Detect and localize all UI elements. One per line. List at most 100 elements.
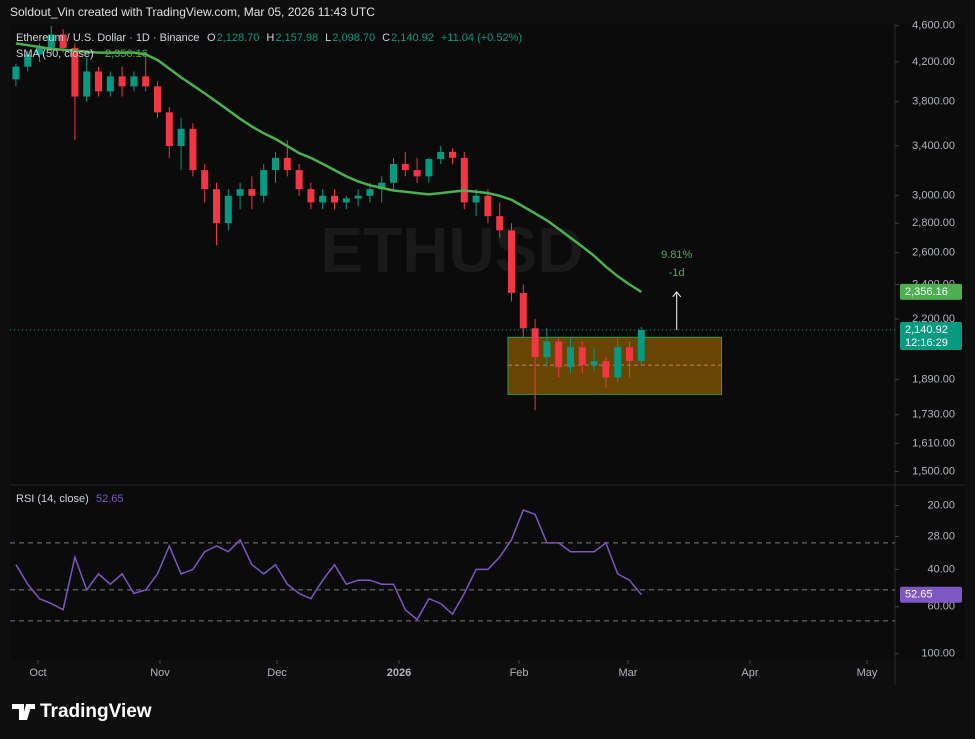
y-tick-label: 100.00 [921, 648, 955, 660]
candle-body [213, 189, 220, 224]
candle-body [260, 170, 268, 196]
candle-body [142, 76, 150, 87]
logo: TradingView [40, 701, 152, 722]
candle-body [519, 292, 527, 329]
candle-body [449, 151, 456, 158]
candle-body [401, 163, 409, 171]
x-tick-label: Mar [618, 667, 637, 679]
y-tick-label: 20.00 [927, 499, 955, 511]
candle-body [83, 71, 91, 97]
candle-body [248, 189, 256, 196]
candle-body [508, 230, 515, 293]
y-tick-label: 3,800.00 [912, 96, 955, 108]
candle-body [24, 54, 32, 67]
candle-body [413, 170, 421, 177]
legend-name: SMA (50, close) [16, 48, 94, 60]
legend-change: +11.04 (+0.52%) [441, 32, 522, 44]
candle-body [425, 159, 433, 177]
candle-body [224, 195, 232, 224]
candle-body [12, 66, 20, 80]
legend-name: RSI (14, close) [16, 493, 89, 505]
y-tick-label: 1,890.00 [912, 373, 955, 385]
price-tag [900, 283, 962, 300]
y-tick-label: 1,730.00 [912, 409, 955, 421]
candle-body [590, 361, 598, 366]
candle-body [236, 189, 244, 196]
y-tick-label: 60.00 [927, 601, 955, 613]
y-tick-label: 40.00 [927, 563, 955, 575]
rsi-line [15, 509, 642, 621]
y-tick-label: 1,610.00 [912, 437, 955, 449]
candle-body [555, 341, 563, 368]
candle-body [36, 47, 43, 55]
candle-body [95, 71, 102, 92]
legend-ohlc-value: 2,140.92 [391, 32, 434, 44]
candle-body [637, 329, 645, 362]
plot-area [10, 24, 965, 660]
candle-body [378, 182, 386, 190]
x-tick-label: Nov [150, 667, 170, 679]
projection-label: 9.81% [661, 249, 692, 261]
logo-icon [12, 704, 35, 720]
candle-body [47, 34, 55, 48]
price-tag-label: 2,356.16 [905, 286, 948, 298]
projection-sublabel: -1d [669, 267, 685, 279]
candle-body [531, 328, 539, 358]
x-tick-label: Apr [741, 667, 758, 679]
x-tick-label: 2026 [387, 667, 411, 679]
candle-body [201, 170, 209, 190]
candle-body [295, 170, 303, 190]
legend-value: 52.65 [96, 493, 124, 505]
price-tag-label: 52.65 [905, 589, 933, 601]
candle-body [319, 195, 327, 203]
candle-body [189, 128, 197, 171]
arrow-head [672, 291, 682, 298]
legend-ohlc-value: 2,157.98 [275, 32, 318, 44]
candle-body [484, 195, 492, 217]
candle-body [578, 347, 586, 366]
x-tick-label: Dec [267, 667, 287, 679]
legend-ohlc-value: 2,098.70 [332, 32, 375, 44]
y-tick-label: 4,200.00 [912, 56, 955, 68]
legend-ohlc-value: 2,128.70 [217, 32, 260, 44]
candle-body [130, 76, 138, 87]
candle-body [59, 34, 67, 48]
y-tick-label: 28.00 [927, 530, 955, 542]
y-tick-label: 2,800.00 [912, 217, 955, 229]
price-tag [900, 321, 962, 350]
legend-symbol: Ethereum / U.S. Dollar · 1D · Binance [16, 32, 199, 44]
candle-body [626, 347, 633, 362]
y-tick-label: 2,600.00 [912, 247, 955, 259]
legend-ohlc-key: H [266, 32, 274, 44]
candle-body [354, 195, 362, 199]
price-tag-label: 2,140.92 [905, 324, 948, 336]
candle-body [165, 112, 173, 146]
watermark: ETHUSD [320, 214, 583, 286]
candle-body [472, 195, 480, 203]
candle-body [154, 86, 161, 113]
y-tick-label: 3,400.00 [912, 140, 955, 152]
candle-body [342, 198, 350, 203]
sma-line [15, 42, 642, 293]
x-tick-label: Oct [29, 667, 46, 679]
candle-body [331, 195, 338, 203]
candle-body [614, 347, 622, 378]
candle-body [567, 347, 574, 368]
header: Soldout_Vin created with TradingView.com… [10, 5, 375, 19]
legend-ohlc-key: C [382, 32, 390, 44]
candle-body [71, 47, 79, 97]
price-tag [900, 586, 962, 603]
y-tick-label: 3,000.00 [912, 190, 955, 202]
candle-body [390, 163, 397, 183]
candle-body [118, 76, 126, 87]
candle-body [496, 216, 504, 231]
candle-body [106, 76, 114, 92]
candle-body [602, 361, 610, 378]
candle-body [543, 341, 551, 358]
candle-body [366, 189, 374, 196]
candle-body [177, 128, 185, 146]
candle-body [437, 151, 445, 160]
y-tick-label: 1,500.00 [912, 465, 955, 477]
countdown: 12:16:29 [905, 337, 948, 349]
